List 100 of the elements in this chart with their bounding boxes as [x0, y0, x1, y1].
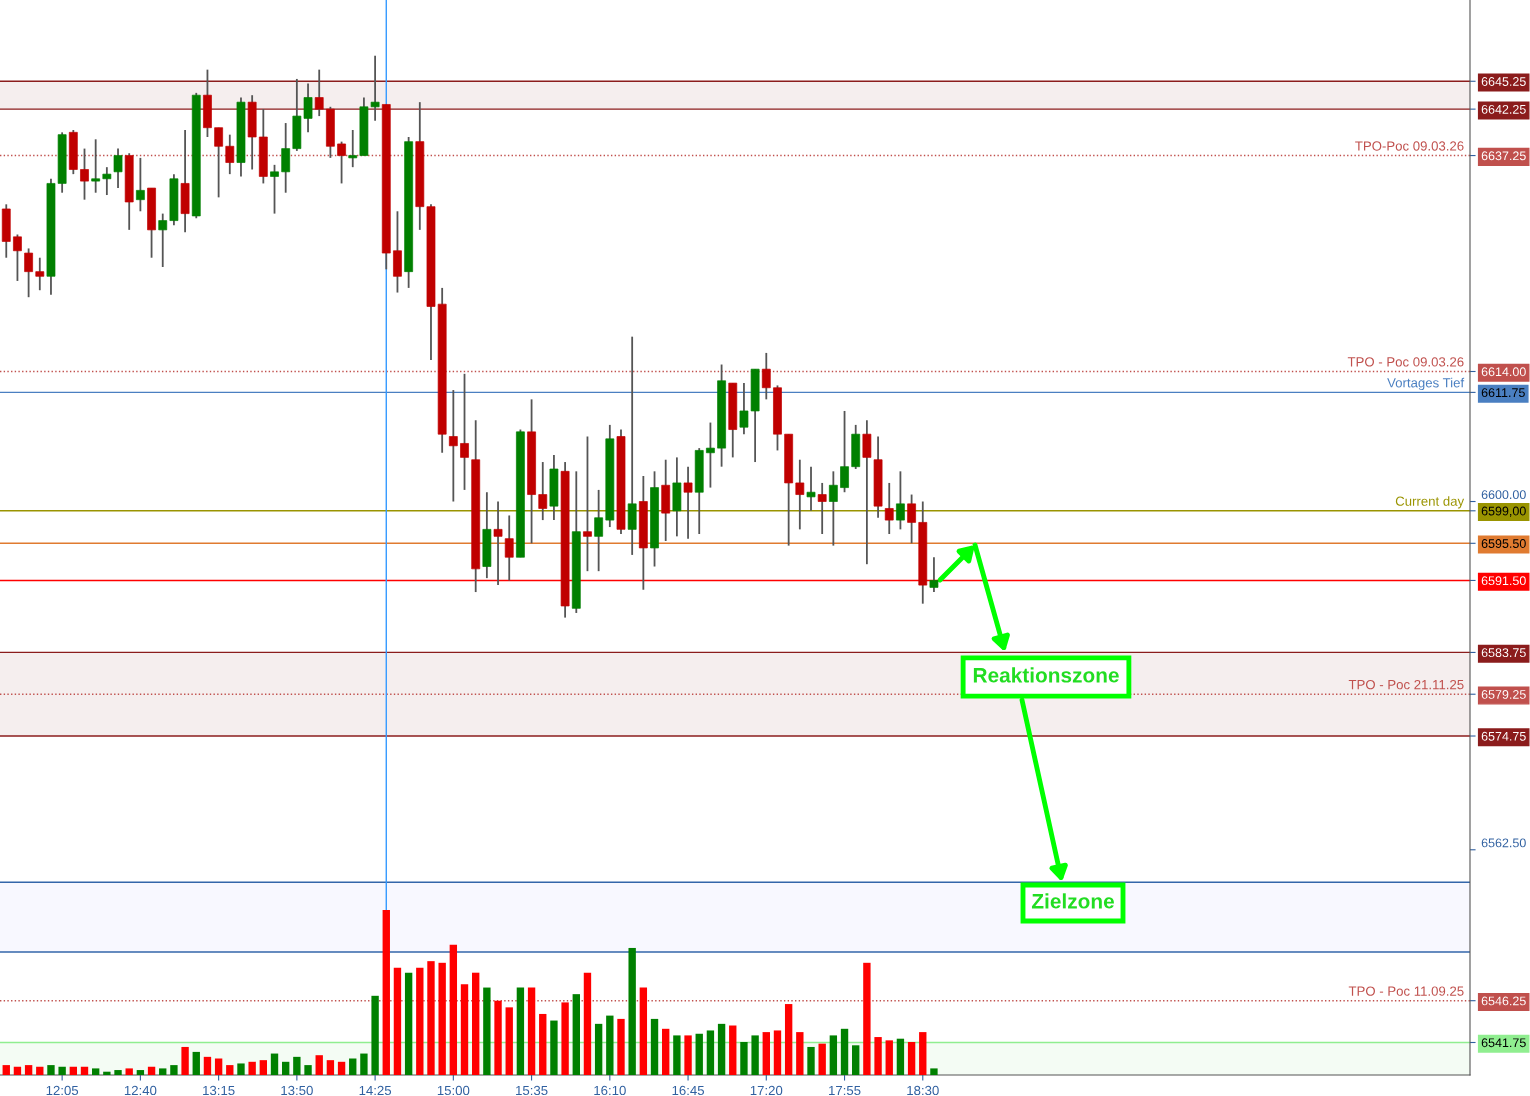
bar — [326, 1060, 335, 1075]
candlestick — [806, 465, 816, 512]
bar — [69, 1066, 78, 1075]
candlestick — [795, 458, 805, 531]
bar — [583, 972, 592, 1075]
ref-line-label: TPO - Poc 09.03.26 — [1347, 357, 1464, 367]
candlestick — [504, 514, 514, 582]
ref-line-label: TPO-Poc 09.03.26 — [1355, 141, 1464, 151]
y-tick-label: 6614.00 — [1481, 367, 1526, 377]
bar — [47, 1065, 55, 1075]
y-tick-label: 6595.50 — [1481, 539, 1526, 548]
bar — [382, 910, 390, 1075]
candlestick — [840, 410, 849, 494]
bar — [125, 1068, 133, 1075]
bar — [304, 1065, 312, 1075]
bar — [639, 987, 648, 1075]
candlestick — [270, 163, 279, 215]
ref-line-label: TPO - Poc 11.09.25 — [1348, 986, 1464, 996]
x-tick-label: 18:30 — [907, 1085, 939, 1096]
x-tick-label: 13:50 — [281, 1085, 313, 1096]
bar — [393, 967, 402, 1075]
candlestick — [706, 421, 715, 489]
candlestick — [225, 133, 235, 176]
candlestick — [348, 129, 358, 169]
bar — [170, 1065, 178, 1075]
bar — [248, 1061, 256, 1075]
x-tick-label: 17:20 — [750, 1085, 783, 1096]
x-tick-label: 16:45 — [672, 1085, 705, 1096]
x-tick-label: 15:00 — [437, 1085, 470, 1096]
y-tick-label: 6642.25 — [1481, 104, 1526, 114]
bar — [2, 1065, 10, 1075]
bar — [550, 1020, 558, 1075]
bar — [650, 1018, 659, 1075]
bar — [516, 987, 525, 1075]
bar — [527, 987, 536, 1075]
bar — [58, 1066, 66, 1075]
y-tick-label: 6645.25 — [1481, 77, 1526, 86]
bar — [136, 1070, 145, 1075]
bar — [930, 1068, 938, 1075]
x-tick-label: 13:15 — [203, 1085, 235, 1096]
bar — [796, 1032, 804, 1075]
candlestick — [24, 247, 33, 299]
bar — [863, 962, 871, 1075]
y-tick-label: 6562.50 — [1481, 838, 1526, 848]
bar — [404, 972, 413, 1075]
bar — [662, 1028, 670, 1075]
bar — [114, 1070, 122, 1075]
candlestick — [817, 482, 827, 535]
bar — [282, 1061, 290, 1075]
bar — [80, 1066, 89, 1075]
bar — [91, 1068, 100, 1075]
bar — [203, 1056, 212, 1075]
bar — [371, 995, 379, 1075]
candlestick — [862, 419, 872, 566]
candlestick — [538, 461, 548, 521]
bar — [907, 1042, 916, 1075]
candlestick — [460, 372, 469, 491]
candlestick — [896, 470, 905, 531]
bar — [695, 1033, 703, 1075]
bar — [874, 1037, 882, 1075]
candlestick — [314, 68, 324, 117]
bar — [416, 967, 424, 1075]
bar — [617, 1018, 625, 1075]
bar — [337, 1061, 346, 1075]
y-tick-label: 6574.75 — [1481, 731, 1526, 741]
bar — [147, 1066, 156, 1075]
y-tick-label: 6611.75 — [1481, 388, 1525, 398]
bar — [483, 987, 491, 1075]
bar — [773, 1030, 782, 1075]
y-tick-label: 6599,00 — [1481, 506, 1526, 517]
bar — [606, 1015, 614, 1075]
bar — [349, 1058, 357, 1075]
bar — [259, 1060, 268, 1075]
candlestick — [493, 500, 503, 587]
candlestick — [683, 465, 693, 540]
bar — [36, 1066, 44, 1075]
candlestick — [281, 122, 291, 194]
bar — [818, 1043, 826, 1075]
bar — [740, 1042, 748, 1075]
bar — [315, 1055, 323, 1075]
bar — [237, 1063, 245, 1075]
bar — [159, 1068, 167, 1075]
candlestick — [583, 435, 592, 573]
x-tick-label: 17:55 — [829, 1085, 861, 1096]
x-tick-label: 14:25 — [359, 1085, 392, 1096]
bar — [472, 972, 480, 1075]
bar — [717, 1023, 726, 1075]
bar — [226, 1065, 234, 1075]
x-tick-label: 12:40 — [124, 1085, 157, 1096]
bar — [427, 961, 435, 1075]
candlestick — [594, 488, 604, 573]
bar — [885, 1040, 893, 1075]
bar — [192, 1051, 200, 1075]
bar — [181, 1046, 189, 1075]
candlestick — [214, 126, 223, 199]
candlestick — [102, 166, 112, 196]
y-tick-label: 6600.00 — [1481, 490, 1526, 500]
y-tick-label: 6583.75 — [1481, 648, 1526, 658]
bar — [360, 1053, 368, 1075]
candlestick — [136, 156, 145, 213]
